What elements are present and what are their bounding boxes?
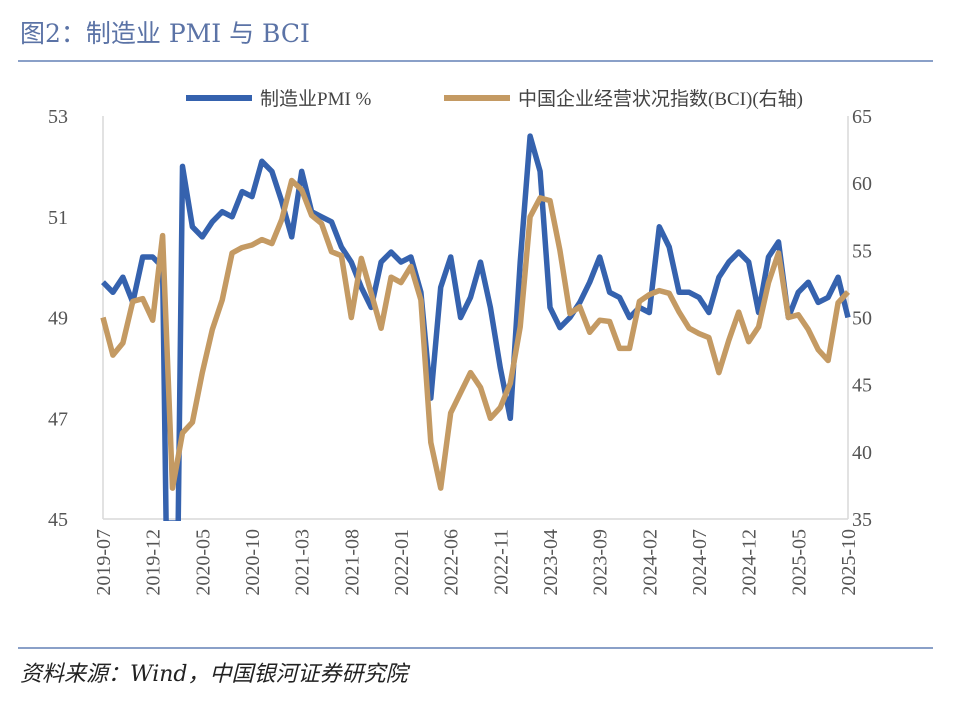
y-left-tick-label: 45 — [48, 509, 68, 531]
x-tick-label: 2021-03 — [292, 529, 314, 596]
header-divider — [18, 60, 933, 62]
x-tick-label: 2024-07 — [689, 529, 711, 596]
x-tick-label: 2020-10 — [242, 529, 264, 596]
y-right-tick-label: 65 — [852, 106, 872, 128]
y-left-tick-label: 47 — [48, 408, 68, 430]
x-tick-label: 2025-05 — [788, 529, 810, 596]
x-tick-label: 2022-11 — [490, 529, 512, 595]
pmi-series-line — [101, 133, 851, 521]
x-tick-label: 2022-01 — [391, 529, 413, 596]
y-right-tick-label: 60 — [852, 173, 872, 195]
legend-label-bci: 中国企业经营状况指数(BCI)(右轴) — [518, 88, 803, 110]
y-right-tick-label: 50 — [852, 308, 872, 330]
x-tick-label: 2019-12 — [143, 529, 165, 596]
x-tick-label: 2021-08 — [341, 529, 363, 596]
y-right-tick-label: 45 — [852, 375, 872, 397]
figure-title: 图2：制造业 PMI 与 BCI — [20, 19, 310, 48]
x-tick-label: 2024-02 — [639, 529, 661, 596]
y-left-tick-label: 51 — [48, 207, 68, 229]
source-note: 资料来源：Wind，中国银河证券研究院 — [20, 662, 408, 687]
y-right-tick-label: 55 — [852, 240, 872, 262]
x-tick-label: 2019-07 — [93, 529, 115, 596]
legend-label-pmi: 制造业PMI % — [260, 88, 372, 110]
y-right-tick-label: 40 — [852, 442, 872, 464]
x-tick-label: 2025-10 — [838, 529, 860, 596]
footer-divider — [18, 647, 933, 649]
y-right-tick-label: 35 — [852, 509, 872, 531]
bci-series-line — [100, 177, 851, 491]
x-tick-label: 2024-12 — [739, 529, 761, 596]
y-left-tick-label: 49 — [48, 308, 68, 330]
x-tick-label: 2022-06 — [441, 529, 463, 596]
y-left-tick-label: 53 — [48, 106, 68, 128]
x-tick-label: 2023-09 — [590, 529, 612, 596]
x-tick-label: 2020-05 — [192, 529, 214, 596]
x-tick-label: 2023-04 — [540, 529, 562, 596]
